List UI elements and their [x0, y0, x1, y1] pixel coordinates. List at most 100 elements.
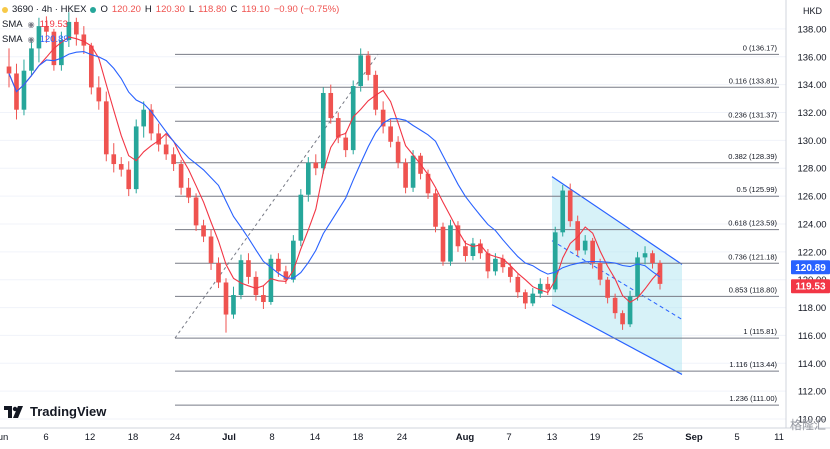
candle-body [118, 164, 124, 170]
price-badge-text: 120.89 [795, 263, 826, 274]
candle-up [627, 290, 633, 328]
candle-down [208, 229, 214, 270]
indicator-value: 119.53 [39, 18, 68, 30]
tradingview-logo[interactable]: TradingView [4, 404, 106, 419]
candle-up [470, 237, 476, 261]
candle-body [567, 190, 573, 222]
time-tick-label: Jul [222, 432, 236, 443]
candle-body [605, 279, 610, 298]
candle-body [620, 313, 625, 325]
candle-body [291, 240, 296, 280]
fib-level-label: 0.853 (118.80) [729, 285, 778, 294]
candle-body [470, 243, 476, 257]
low-value: 118.80 [198, 3, 227, 15]
candle-up [59, 31, 64, 71]
candle-body [36, 26, 42, 49]
candle-down [567, 183, 573, 227]
candle-up [410, 150, 416, 192]
candle-body [261, 295, 266, 302]
logo-text: TradingView [30, 404, 107, 419]
candle-body [81, 34, 87, 46]
time-tick-label: 24 [170, 432, 181, 443]
candle-body [552, 232, 558, 290]
candle-up [635, 251, 640, 301]
candle-body [425, 173, 431, 194]
candle-down [590, 237, 595, 269]
candle-body [148, 109, 154, 134]
candle-down [111, 143, 117, 173]
channel-fill [552, 176, 682, 375]
candle-down [455, 221, 461, 252]
candle-down [6, 48, 12, 88]
legend: 3690 · 4h · HKEX O 120.20 H 120.30 L 118.80… [2, 2, 339, 47]
candle-up [537, 278, 543, 298]
price-axis[interactable]: 110.00112.00114.00116.00118.00120.00122.… [797, 24, 826, 425]
candle-down [261, 285, 266, 309]
time-tick-label: 14 [310, 432, 321, 443]
candle-body [373, 74, 378, 110]
indicator-name: SMA [2, 18, 23, 30]
candle-down [44, 16, 49, 43]
price-labels: 120.89 119.53 [791, 260, 830, 294]
price-tick-label: 116.00 [798, 331, 826, 342]
candle-down [313, 154, 319, 176]
candle-body [66, 21, 72, 41]
candle-body [186, 187, 191, 198]
candle-body [305, 162, 311, 195]
symbol-title[interactable]: 3690 · 4h · HKEX [12, 3, 87, 15]
eye-icon[interactable]: ◉ [27, 20, 35, 29]
candle-body [21, 70, 27, 110]
candle-body [448, 225, 453, 262]
price-tick-label: 130.00 [797, 136, 826, 147]
time-axis[interactable]: un 6 12 18 24 Jul 8 14 18 24 Aug 7 13 19 25 Sep 5 11 [0, 432, 784, 443]
candle-up [642, 246, 648, 265]
fib-level-label: 0.5 (125.99) [737, 185, 778, 194]
indicator-row-fast[interactable]: SMA ◉ 119.53 [2, 17, 339, 32]
candle-down [74, 17, 79, 46]
candle-body [455, 225, 461, 247]
candle-down [650, 250, 655, 269]
candle-body [485, 253, 491, 272]
price-tick-label: 134.00 [797, 80, 826, 91]
fib-level-label: 0 (136.17) [743, 43, 778, 52]
candle-down [597, 258, 603, 286]
time-tick-label: 7 [506, 432, 511, 443]
time-tick-label: 25 [633, 432, 644, 443]
indicator-value: 120.89 [39, 33, 69, 45]
candle-down [216, 257, 221, 289]
eye-icon[interactable]: ◉ [27, 35, 35, 44]
candle-up [448, 219, 453, 266]
candle-body [612, 297, 618, 314]
candle-body [433, 193, 438, 227]
candle-body [635, 257, 640, 297]
sma-fast-line [8, 36, 661, 303]
time-tick-label: 8 [269, 432, 274, 443]
indicator-row-slow[interactable]: SMA ◉ 120.89 [2, 32, 339, 47]
high-label: H [144, 3, 152, 15]
candle-down [522, 289, 528, 309]
candle-down [657, 260, 663, 290]
trend-line[interactable] [174, 54, 379, 339]
price-tick-label: 110.00 [798, 415, 826, 426]
candle-body [590, 240, 595, 263]
candle-down [433, 189, 438, 233]
time-tick-label: 18 [353, 432, 364, 443]
descending-channel[interactable] [551, 176, 683, 375]
candle-down [575, 215, 581, 257]
time-tick-label: 24 [397, 432, 408, 443]
candle-body [493, 258, 498, 272]
price-tick-label: 124.00 [797, 219, 826, 230]
candle-body [246, 260, 251, 277]
fibonacci-retracement[interactable]: 0 (136.17) 0.116 (133.81) 0.236 (131.37) 0.… [175, 43, 779, 406]
candle-down [380, 101, 386, 134]
candle-up [291, 235, 296, 283]
channel-bottom-line [551, 304, 683, 375]
candle-body [365, 55, 371, 75]
currency-label[interactable]: HKD [802, 6, 822, 16]
candle-down [463, 240, 468, 262]
candle-down [171, 147, 176, 172]
candle-body [126, 169, 132, 190]
candle-body [478, 243, 483, 254]
